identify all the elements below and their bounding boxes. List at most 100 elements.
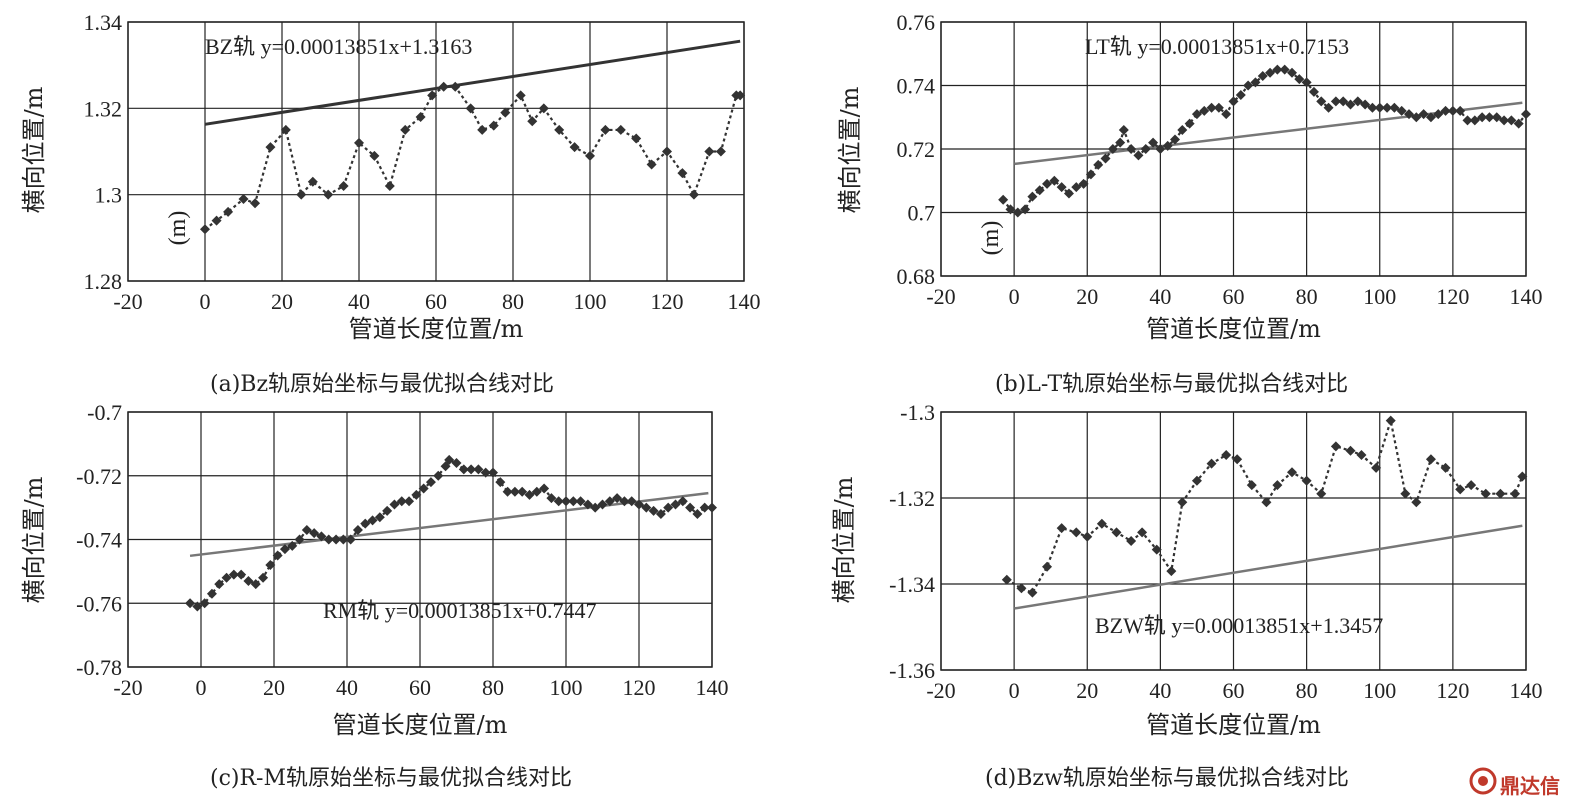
y-tick-label: -0.78: [76, 655, 122, 680]
data-point: [1301, 77, 1312, 88]
data-point: [1049, 175, 1060, 186]
caption-a: (a)Bz轨原始坐标与最优拟合线对比: [210, 372, 555, 397]
data-point: [524, 489, 535, 500]
data-point: [1235, 90, 1246, 101]
data-point: [1345, 445, 1356, 456]
data-point: [692, 509, 703, 519]
data-point: [389, 499, 400, 510]
x-tick-label: 80: [1296, 678, 1318, 703]
data-point: [1279, 64, 1290, 75]
data-point: [1462, 115, 1473, 126]
data-point: [323, 189, 334, 200]
series-line: [1006, 420, 1524, 594]
data-point: [568, 496, 579, 507]
data-point: [1250, 77, 1261, 88]
data-point: [396, 496, 407, 507]
data-point: [1301, 475, 1312, 486]
data-point: [1126, 536, 1137, 546]
x-axis-label: 管道长度位置/m: [1146, 315, 1321, 343]
y-tick-label: -0.76: [76, 591, 122, 616]
data-point: [685, 502, 696, 513]
chart-panel-c: -20 0 20 40 60 80 100 120 140 -0.78 -0.76 -0.74 -0.7…: [20, 400, 729, 739]
data-point: [473, 464, 484, 475]
data-point: [1477, 112, 1488, 123]
data-point: [382, 505, 393, 516]
data-point: [569, 142, 580, 153]
data-point: [546, 493, 557, 504]
data-point: [236, 569, 247, 580]
data-point: [1385, 415, 1396, 426]
data-point: [619, 496, 630, 507]
data-point: [214, 579, 225, 590]
data-point: [1232, 454, 1243, 465]
data-point: [597, 499, 608, 510]
data-point: [1151, 544, 1162, 555]
data-point: [345, 534, 356, 545]
data-point: [272, 550, 283, 561]
data-point: [279, 544, 290, 555]
data-point: [531, 486, 542, 497]
data-point: [1034, 185, 1045, 196]
data-point: [1162, 140, 1173, 151]
x-tick-label: 40: [348, 289, 370, 314]
brand-seal-icon: [1469, 767, 1497, 795]
data-point: [1005, 204, 1016, 215]
x-tick-label: 40: [336, 675, 358, 700]
x-tick-label: 80: [482, 675, 504, 700]
data-point: [301, 524, 312, 535]
x-tick-label: 0: [200, 289, 211, 314]
data-point: [1206, 102, 1217, 113]
data-point: [1352, 96, 1363, 107]
data-point: [192, 601, 203, 612]
series-line: [1002, 68, 1527, 214]
data-point: [1111, 527, 1122, 538]
y-tick-label: -0.72: [76, 464, 122, 489]
caption-c: (c)R-M轨原始坐标与最优拟合线对比: [210, 766, 573, 791]
data-point: [1480, 488, 1491, 499]
data-point: [1148, 137, 1159, 148]
y-tick-label: -1.32: [889, 486, 935, 511]
data-point: [316, 531, 327, 542]
data-point: [1499, 115, 1510, 126]
data-point: [250, 579, 261, 590]
data-point: [1371, 462, 1382, 473]
data-point: [1455, 105, 1466, 116]
data-point: [1330, 441, 1341, 452]
y-axis-label: 横向位置/m: [20, 476, 48, 603]
data-point: [433, 470, 444, 481]
equation-annotation: BZW轨 y=0.00013851x+1.3457: [1095, 613, 1383, 638]
data-point: [1082, 531, 1093, 542]
data-point: [367, 515, 378, 526]
data-point: [1177, 497, 1188, 508]
data-point: [450, 81, 461, 92]
x-tick-label: 100: [1363, 678, 1396, 703]
data-point: [200, 224, 210, 235]
x-tick-label: 60: [1223, 678, 1245, 703]
data-point: [1191, 475, 1202, 486]
data-point: [223, 206, 234, 217]
x-tick-label: 140: [728, 289, 761, 314]
data-point: [418, 483, 429, 494]
data-point: [553, 496, 564, 507]
data-point: [1382, 102, 1393, 113]
x-tick-label: 20: [1076, 284, 1098, 309]
equation-annotation: BZ轨 y=0.00013851x+1.3163: [205, 34, 472, 59]
chart-panel-d: -20 0 20 40 60 80 100 120 140 -1.36 -1.34 -1.32 -1.3…: [830, 400, 1543, 739]
chart-panel-a: -20 0 20 40 60 80 100 120 140 1.28 1.3 1.32 1.34 BZ轨 …: [20, 10, 761, 343]
x-tick-label: 140: [1510, 284, 1543, 309]
data-point: [440, 461, 451, 472]
data-point: [354, 137, 364, 148]
y-tick-label: -1.34: [889, 572, 935, 597]
data-point: [1396, 105, 1407, 116]
data-point: [458, 464, 469, 475]
data-point: [1137, 527, 1148, 538]
data-point: [185, 598, 196, 609]
data-point: [1506, 115, 1517, 126]
data-point: [515, 90, 526, 101]
data-point: [677, 496, 688, 507]
data-point: [1389, 102, 1400, 113]
data-point: [1272, 480, 1283, 491]
data-point: [1027, 587, 1038, 598]
caption-b: (b)L-T轨原始坐标与最优拟合线对比: [995, 372, 1349, 397]
data-point: [704, 146, 715, 157]
